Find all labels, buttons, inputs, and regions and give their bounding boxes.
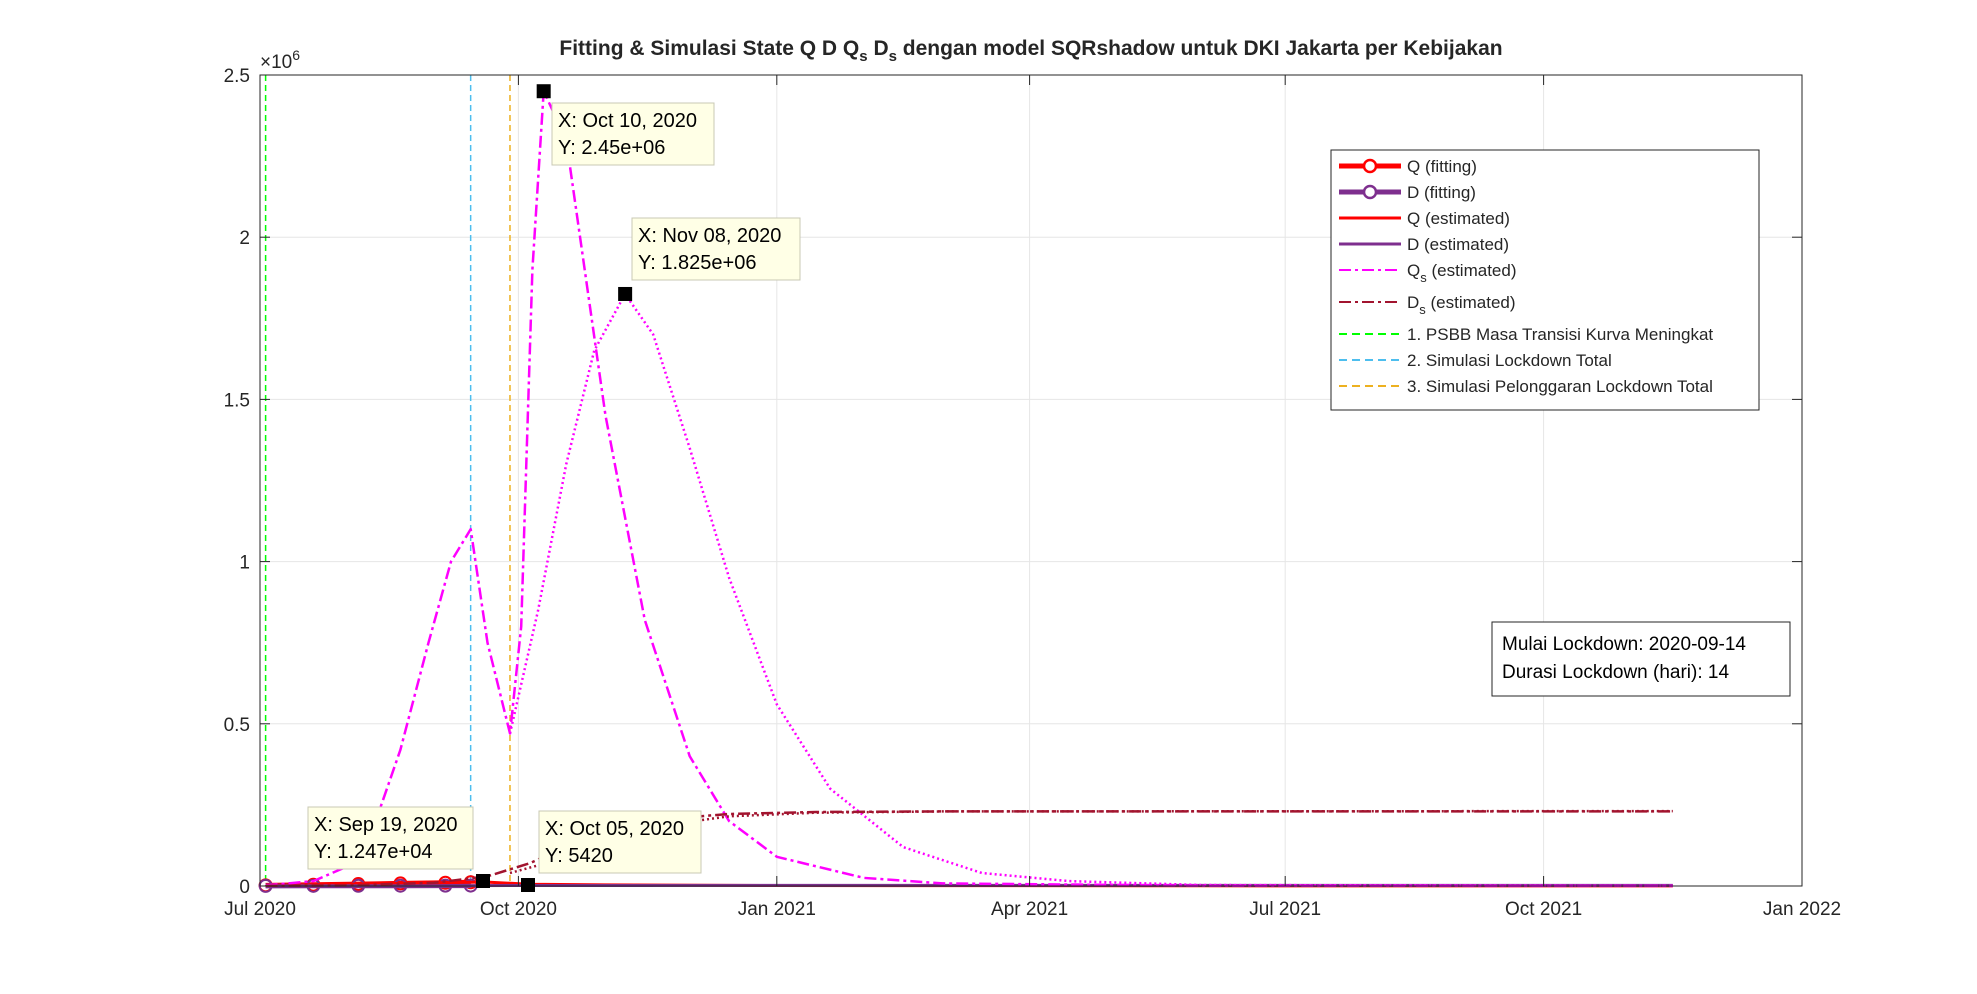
datatip-marker-2	[476, 874, 490, 888]
x-tick-label-3: Apr 2021	[991, 899, 1068, 920]
x-tick-label-2: Jan 2021	[738, 899, 816, 920]
legend-marker-0	[1364, 160, 1376, 172]
legend-label-0: Q (fitting)	[1407, 157, 1477, 176]
datatip-x-label-1: X: Nov 08, 2020	[638, 225, 781, 247]
datatip-marker-0	[537, 84, 551, 98]
y-tick-label-3: 1.5	[224, 390, 250, 411]
legend-label-main: Q (fitting)	[1407, 157, 1477, 176]
datatip-y-label-1: Y: 1.825e+06	[638, 252, 756, 274]
datatip-y-label-3: Y: 5420	[545, 845, 613, 867]
y-tick-label-1: 0.5	[224, 715, 250, 736]
legend-label-main: Q (estimated)	[1407, 209, 1510, 228]
datatip-x-label-2: X: Sep 19, 2020	[314, 814, 457, 836]
title-part: dengan model SQRshadow untuk DKI Jakarta…	[897, 37, 1503, 60]
chart-title: Fitting & Simulasi State Q D Qs Ds denga…	[559, 37, 1502, 65]
datatip-marker-3	[521, 878, 535, 892]
legend-box	[1331, 150, 1759, 410]
y-tick-label-4: 2	[239, 228, 250, 249]
title-subscript: s	[859, 48, 867, 65]
legend-label-main: D (estimated)	[1407, 235, 1509, 254]
datatip-x-label-3: X: Oct 05, 2020	[545, 818, 684, 840]
legend-label-1: D (fitting)	[1407, 183, 1476, 202]
legend-label-tail: (estimated)	[1427, 261, 1517, 280]
legend: Q (fitting) D (fitting) Q (estimated) D (es…	[1331, 150, 1759, 410]
legend-label-main: 1. PSBB Masa Transisi Kurva Meningkat	[1407, 325, 1713, 344]
x-tick-label-0: Jul 2020	[224, 899, 296, 920]
legend-label-main: D	[1407, 293, 1419, 312]
x-tick-label-1: Oct 2020	[480, 899, 557, 920]
x-tick-label-6: Jan 2022	[1763, 899, 1841, 920]
y-exponent-label: ×106	[260, 47, 300, 73]
datatip-marker-1	[618, 287, 632, 301]
legend-label-tail: (estimated)	[1426, 293, 1516, 312]
datatip-y-label-2: Y: 1.247e+04	[314, 841, 432, 863]
legend-label-main: Q	[1407, 261, 1420, 280]
title-subscript: s	[889, 48, 897, 65]
legend-label-8: 3. Simulasi Pelonggaran Lockdown Total	[1407, 377, 1713, 396]
info-box: Mulai Lockdown: 2020-09-14 Durasi Lockdow…	[1492, 622, 1790, 696]
y-tick-label-0: 0	[239, 877, 250, 898]
datatip-x-label-0: X: Oct 10, 2020	[558, 110, 697, 132]
title-part: D	[868, 37, 889, 60]
title-part: Fitting & Simulasi State Q D Q	[559, 37, 859, 60]
legend-label-7: 2. Simulasi Lockdown Total	[1407, 351, 1612, 370]
legend-marker-1	[1364, 186, 1376, 198]
x-tick-label-4: Jul 2021	[1249, 899, 1321, 920]
info-lockdown-start: Mulai Lockdown: 2020-09-14	[1502, 634, 1746, 655]
legend-label-main: 2. Simulasi Lockdown Total	[1407, 351, 1612, 370]
x-tick-label-5: Oct 2021	[1505, 899, 1582, 920]
y-exponent-power: 6	[292, 47, 300, 63]
info-lockdown-duration: Durasi Lockdown (hari): 14	[1502, 662, 1729, 683]
legend-label-main: D (fitting)	[1407, 183, 1476, 202]
y-tick-label-5: 2.5	[224, 66, 250, 87]
y-tick-label-2: 1	[239, 553, 250, 574]
legend-label-3: D (estimated)	[1407, 235, 1509, 254]
legend-label-main: 3. Simulasi Pelonggaran Lockdown Total	[1407, 377, 1713, 396]
legend-label-2: Q (estimated)	[1407, 209, 1510, 228]
datatip-y-label-0: Y: 2.45e+06	[558, 137, 665, 159]
legend-label-6: 1. PSBB Masa Transisi Kurva Meningkat	[1407, 325, 1713, 344]
